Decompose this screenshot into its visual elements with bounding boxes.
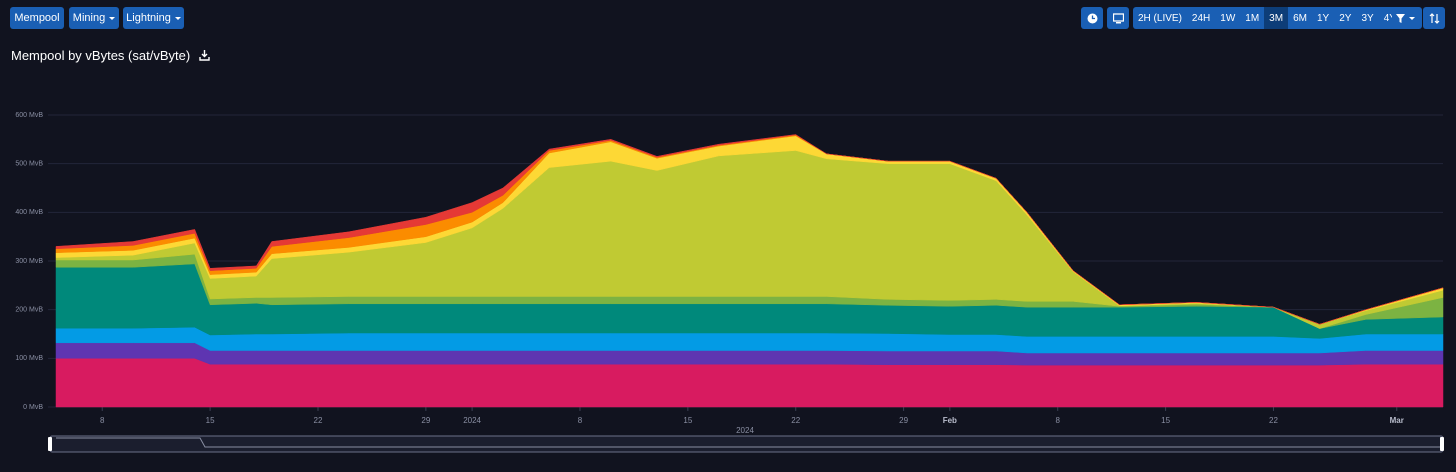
sort-button[interactable]: [1423, 7, 1445, 29]
range-button[interactable]: 2H (LIVE): [1138, 12, 1182, 24]
x-tick-label: 22: [791, 416, 800, 425]
range-button[interactable]: 3M: [1264, 7, 1289, 29]
x-tick-label: 8: [100, 416, 105, 425]
screen-button[interactable]: [1107, 7, 1129, 29]
clock-icon: [1087, 13, 1097, 23]
nav-button[interactable]: Mempool: [10, 7, 64, 29]
y-tick-label: 300 MvB: [15, 258, 43, 265]
x-tick-label: 15: [206, 416, 215, 425]
x-tick-label: 8: [578, 416, 583, 425]
nav-label: Lightning: [126, 12, 171, 24]
nav-label: Mining: [72, 12, 106, 24]
range-button[interactable]: 6M: [1293, 12, 1307, 24]
filter-icon: [1396, 13, 1405, 23]
y-tick-label: 500 MvB: [15, 161, 43, 168]
x-tick-label: 15: [1161, 416, 1170, 425]
range-button[interactable]: 1Y: [1316, 12, 1330, 24]
y-tick-label: 600 MvB: [15, 112, 43, 119]
y-tick-label: 400 MvB: [15, 209, 43, 216]
y-tick-label: 200 MvB: [15, 307, 43, 314]
navigator-line: [56, 437, 1443, 448]
x-tick-label: 8: [1055, 416, 1060, 425]
range-button[interactable]: 1M: [1245, 12, 1260, 24]
clock-button[interactable]: [1081, 7, 1103, 29]
navigator-handle[interactable]: [48, 437, 52, 451]
sort-icon: [1429, 12, 1439, 24]
range-button[interactable]: 4Y: [1383, 12, 1396, 24]
nav-button[interactable]: Mining: [69, 7, 119, 29]
navigator-label: 2024: [736, 426, 754, 435]
x-tick-label: 22: [314, 416, 323, 425]
range-button[interactable]: 2Y: [1339, 12, 1352, 24]
x-tick-label: Mar: [1390, 416, 1404, 425]
title-text: Mempool by vBytes (sat/vByte): [11, 48, 191, 63]
filter-button[interactable]: [1392, 7, 1419, 29]
navigator[interactable]: [49, 435, 1444, 453]
x-tick-label: 15: [683, 416, 692, 425]
y-tick-label: 0 MvB: [23, 404, 43, 411]
y-tick-label: 100 MvB: [15, 355, 43, 362]
area: [55, 358, 1444, 408]
range-button[interactable]: 3Y: [1361, 12, 1374, 24]
x-tick-label: Feb: [943, 416, 957, 425]
x-tick-label: 2024: [463, 416, 481, 425]
x-tick-label: 29: [421, 416, 430, 425]
range-button[interactable]: 24H: [1191, 12, 1211, 24]
range-button[interactable]: 1W: [1220, 12, 1236, 24]
screen-icon: [1112, 12, 1124, 23]
download-icon[interactable]: [199, 50, 210, 61]
area: [55, 134, 1444, 325]
x-tick-label: 29: [899, 416, 908, 425]
x-tick-label: 22: [1269, 416, 1278, 425]
navigator-handle[interactable]: [1440, 437, 1444, 451]
chart-title: Mempool by vBytes (sat/vByte): [11, 48, 210, 63]
nav-button[interactable]: Lightning: [123, 7, 184, 29]
